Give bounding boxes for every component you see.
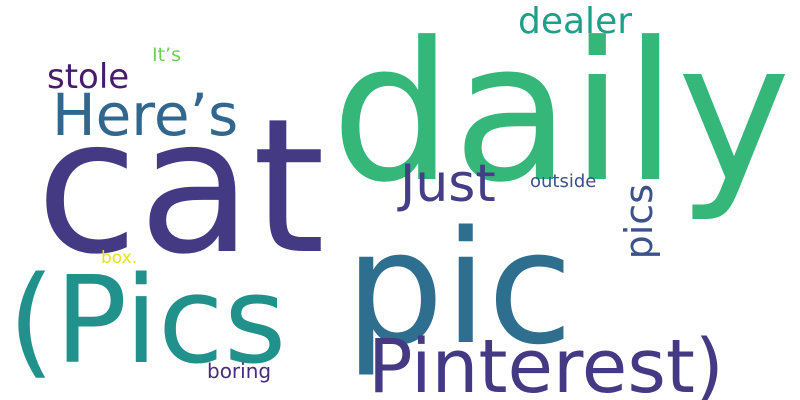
word-pics-vertical: pics [617, 184, 661, 260]
word-pics-paren: (Pics [8, 252, 287, 391]
word-pinterest: Pinterest) [368, 324, 724, 400]
word-its: It’s [152, 44, 181, 66]
word-outside: outside [530, 171, 597, 192]
word-cat: cat [36, 78, 326, 295]
word-just: Just [400, 154, 496, 214]
word-boring: boring [207, 359, 272, 383]
word-heres: Here’s [52, 81, 239, 149]
word-pic: pic [345, 197, 574, 379]
word-dealer: dealer [518, 1, 633, 42]
word-stole: stole [47, 57, 130, 97]
word-daily: daily [331, 2, 791, 225]
word-box: box. [101, 248, 138, 268]
